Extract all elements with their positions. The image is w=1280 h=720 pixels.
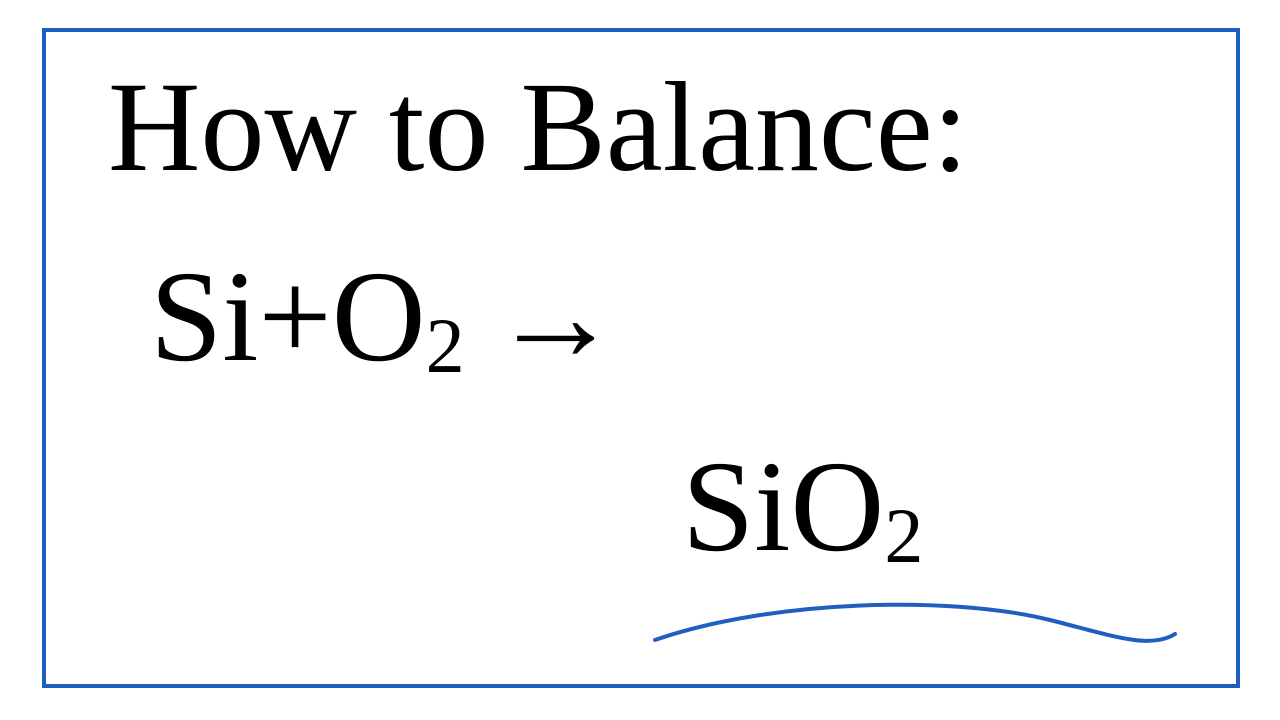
equation-product-line: SiO 2 [682, 432, 923, 582]
hand-underline-icon [650, 590, 1180, 660]
page-title: How to Balance: [108, 54, 968, 201]
product-silicon-dioxide-subscript: 2 [884, 491, 923, 581]
reactant-oxygen-subscript: 2 [426, 301, 465, 391]
plus-sign: + [258, 242, 331, 392]
reactant-oxygen-base: O [332, 242, 426, 392]
reactant-silicon: Si [150, 242, 258, 392]
equation-reactants-line: Si + O 2 → [150, 242, 647, 392]
product-silicon-dioxide-base: SiO [682, 432, 884, 582]
reaction-arrow-icon: → [491, 242, 621, 392]
